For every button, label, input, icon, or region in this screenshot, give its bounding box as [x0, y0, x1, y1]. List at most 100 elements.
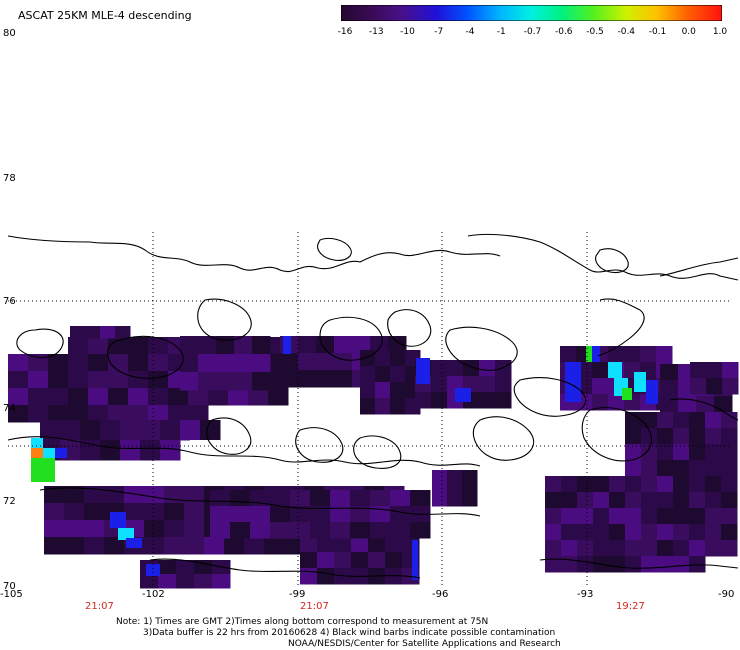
wind-cell [592, 346, 600, 362]
scale-label: -1 [496, 27, 506, 37]
wind-cell [657, 540, 674, 557]
wind-cell [625, 476, 642, 493]
wind-cell [160, 440, 181, 461]
wind-cell [270, 490, 291, 507]
note-line-2: 3)Data buffer is 22 hrs from 20160628 4)… [143, 628, 556, 638]
wind-cell [108, 354, 129, 372]
wind-cell [298, 370, 317, 388]
wind-cell [673, 524, 690, 541]
wind-cell [673, 476, 690, 493]
wind-cell [625, 540, 642, 557]
wind-cell [375, 398, 391, 415]
wind-cell [608, 362, 622, 378]
lat-label-78: 78 [3, 173, 16, 184]
wind-cell [208, 388, 229, 406]
wind-cell [592, 378, 609, 395]
wind-cell [48, 371, 69, 389]
scale-label: -10 [400, 27, 415, 37]
wind-cell [432, 470, 448, 489]
lat-label-70: 70 [3, 581, 16, 592]
wind-cell [118, 528, 134, 540]
time-label-1: 21:07 [85, 601, 114, 612]
wind-cell [705, 508, 722, 525]
scale-label: -7 [434, 27, 444, 37]
wind-cell [210, 506, 231, 523]
wind-cell [88, 354, 109, 372]
wind-cell [88, 337, 109, 355]
wind-cell [592, 394, 609, 411]
wind-cell [577, 508, 594, 525]
wind-cell [447, 488, 463, 507]
wind-cell [146, 564, 160, 576]
wind-cell [290, 522, 311, 539]
wind-cell [609, 540, 626, 557]
wind-cell [370, 490, 391, 507]
wind-cell [140, 574, 159, 589]
wind-cell [230, 506, 251, 523]
wind-cell [660, 380, 679, 397]
wind-cell [100, 440, 121, 461]
wind-cell [144, 537, 165, 555]
wind-cell [350, 506, 371, 523]
wind-cell [176, 560, 195, 575]
wind-cell [184, 503, 205, 521]
wind-cell [689, 540, 706, 557]
wind-cell [722, 362, 739, 379]
wind-cell [689, 444, 706, 461]
wind-cell [270, 522, 291, 539]
wind-cell [360, 398, 376, 415]
wind-cell [84, 520, 105, 538]
wind-cell [68, 337, 89, 355]
wind-cell [28, 405, 49, 423]
wind-cell [210, 490, 231, 507]
time-label-2: 21:07 [300, 601, 329, 612]
wind-cell [148, 371, 169, 389]
wind-cell [120, 440, 141, 461]
wind-cell [234, 372, 253, 391]
wind-cell [657, 412, 674, 429]
wind-cell [625, 460, 642, 477]
wind-cell [479, 360, 496, 377]
scale-label: -0.4 [617, 27, 636, 37]
wind-cell [360, 350, 376, 367]
wind-cell [70, 326, 86, 339]
scale-label: -13 [368, 27, 384, 37]
wind-cell [234, 336, 253, 355]
wind-cell [463, 360, 480, 377]
wind-cell [180, 372, 199, 391]
wind-cell [330, 490, 351, 507]
wind-cell [148, 337, 169, 355]
wind-cell [593, 492, 610, 509]
wind-cell [316, 353, 335, 371]
title: ASCAT 25KM MLE-4 descending [18, 9, 192, 22]
wind-cell [204, 537, 225, 555]
wind-cell [495, 376, 512, 393]
wind-cell [88, 371, 109, 389]
wind-cell [416, 358, 430, 384]
wind-cell [625, 556, 642, 573]
wind-cell [656, 346, 673, 363]
wind-cell [188, 388, 209, 406]
wind-cell [194, 560, 213, 575]
wind-cell [625, 444, 642, 461]
wind-cell [622, 388, 632, 400]
wind-cell [84, 537, 105, 555]
wind-cell [252, 354, 271, 373]
wind-cell [68, 371, 89, 389]
wind-cell [705, 412, 722, 429]
wind-cell [234, 354, 253, 373]
wind-cell [721, 444, 738, 461]
wind-cell [176, 574, 195, 589]
wind-cell [68, 388, 89, 406]
wind-cell [216, 372, 235, 391]
wind-cell [212, 574, 231, 589]
wind-cell [300, 536, 318, 553]
wind-cell [100, 420, 121, 441]
wind-cell [140, 420, 161, 441]
wind-cell [385, 552, 403, 569]
wind-cell [128, 405, 149, 423]
wind-cell [673, 492, 690, 509]
wind-cell [673, 444, 690, 461]
wind-cell [85, 326, 101, 339]
